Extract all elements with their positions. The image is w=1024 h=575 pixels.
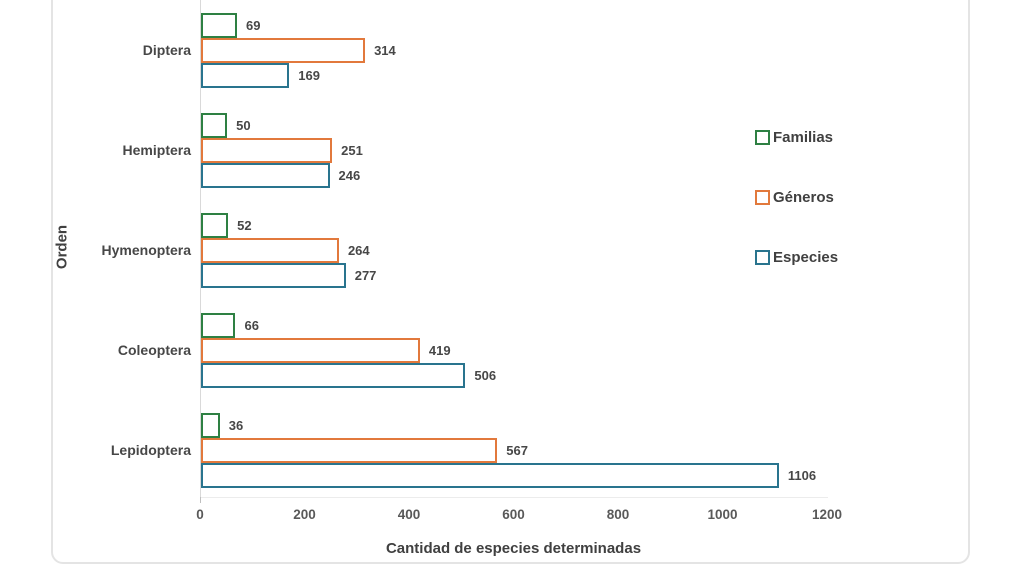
- legend-swatch-icon: [755, 189, 770, 205]
- y-axis-title: Orden: [53, 224, 71, 270]
- value-label: 50: [236, 117, 251, 133]
- bar-géneros-coleoptera: [201, 337, 420, 363]
- bar-especies-hymenoptera: [201, 262, 346, 288]
- value-label: 69: [246, 17, 261, 33]
- legend-label: Familias: [773, 128, 834, 146]
- bar-familias-diptera: [201, 12, 238, 38]
- x-tick-label: 200: [293, 507, 316, 522]
- bar-group-hemiptera: Hemiptera 50 251 246: [123, 112, 828, 188]
- value-label: 506: [474, 367, 497, 383]
- value-label: 264: [347, 242, 370, 258]
- bar-familias-hymenoptera: [201, 212, 229, 238]
- category-label: Diptera: [142, 42, 191, 58]
- x-axis-title: Cantidad de especies determinadas: [385, 540, 642, 557]
- x-axis-zero-tick: [200, 497, 201, 503]
- bar-géneros-hemiptera: [201, 137, 333, 163]
- chart-frame-border: [51, 0, 970, 564]
- legend-swatch-icon: [755, 129, 770, 145]
- x-tick-label: 600: [502, 507, 525, 522]
- category-label: Lepidoptera: [110, 442, 191, 458]
- x-tick-label: 400: [397, 507, 421, 522]
- bar-géneros-lepidoptera: [201, 437, 498, 463]
- value-label: 314: [374, 42, 396, 58]
- bar-géneros-diptera: [201, 37, 366, 63]
- value-label: 1106: [787, 467, 817, 483]
- x-tick-label: 1000: [707, 507, 738, 522]
- category-label: Hymenoptera: [101, 242, 191, 258]
- value-label: 567: [506, 442, 528, 458]
- value-label: 277: [354, 267, 377, 283]
- bar-group-hymenoptera: Hymenoptera 52 264 277: [102, 212, 828, 288]
- bar-group-diptera: Diptera 69 314 169: [143, 12, 828, 88]
- value-label: 66: [244, 317, 259, 333]
- legend-item-especies: Especies: [755, 246, 838, 268]
- legend-item-géneros: Géneros: [755, 186, 834, 208]
- plot-area: Diptera 69 314 169 Hemiptera 50 251 246 Hymenopt…: [102, 0, 828, 498]
- value-label: 251: [341, 142, 363, 158]
- legend-label: Especies: [773, 248, 839, 266]
- bar-familias-hemiptera: [201, 112, 228, 138]
- legend-label: Géneros: [773, 188, 834, 206]
- category-label: Coleoptera: [117, 342, 191, 358]
- value-label: 419: [428, 342, 451, 358]
- bar-group-coleoptera: Coleoptera 66 419 506: [118, 312, 828, 388]
- bar-especies-diptera: [201, 62, 290, 88]
- value-label: 169: [298, 67, 320, 83]
- value-label: 52: [237, 217, 252, 233]
- legend-item-familias: Familias: [755, 126, 833, 148]
- bar-group-lepidoptera: Lepidoptera 36 567 1106: [111, 412, 828, 488]
- legend-swatch-icon: [755, 249, 770, 265]
- bar-especies-hemiptera: [201, 162, 330, 188]
- x-tick-label: 800: [606, 507, 630, 522]
- value-label: 36: [228, 417, 244, 433]
- bar-familias-coleoptera: [201, 312, 236, 338]
- x-tick-label: 1200: [811, 507, 843, 522]
- bar-familias-lepidoptera: [201, 412, 220, 438]
- value-label: 246: [338, 167, 361, 183]
- bar-especies-lepidoptera: [201, 462, 779, 488]
- bar-especies-coleoptera: [201, 362, 466, 388]
- bar-géneros-hymenoptera: [201, 237, 339, 263]
- x-tick-label: 0: [196, 507, 204, 522]
- category-label: Hemiptera: [122, 142, 191, 158]
